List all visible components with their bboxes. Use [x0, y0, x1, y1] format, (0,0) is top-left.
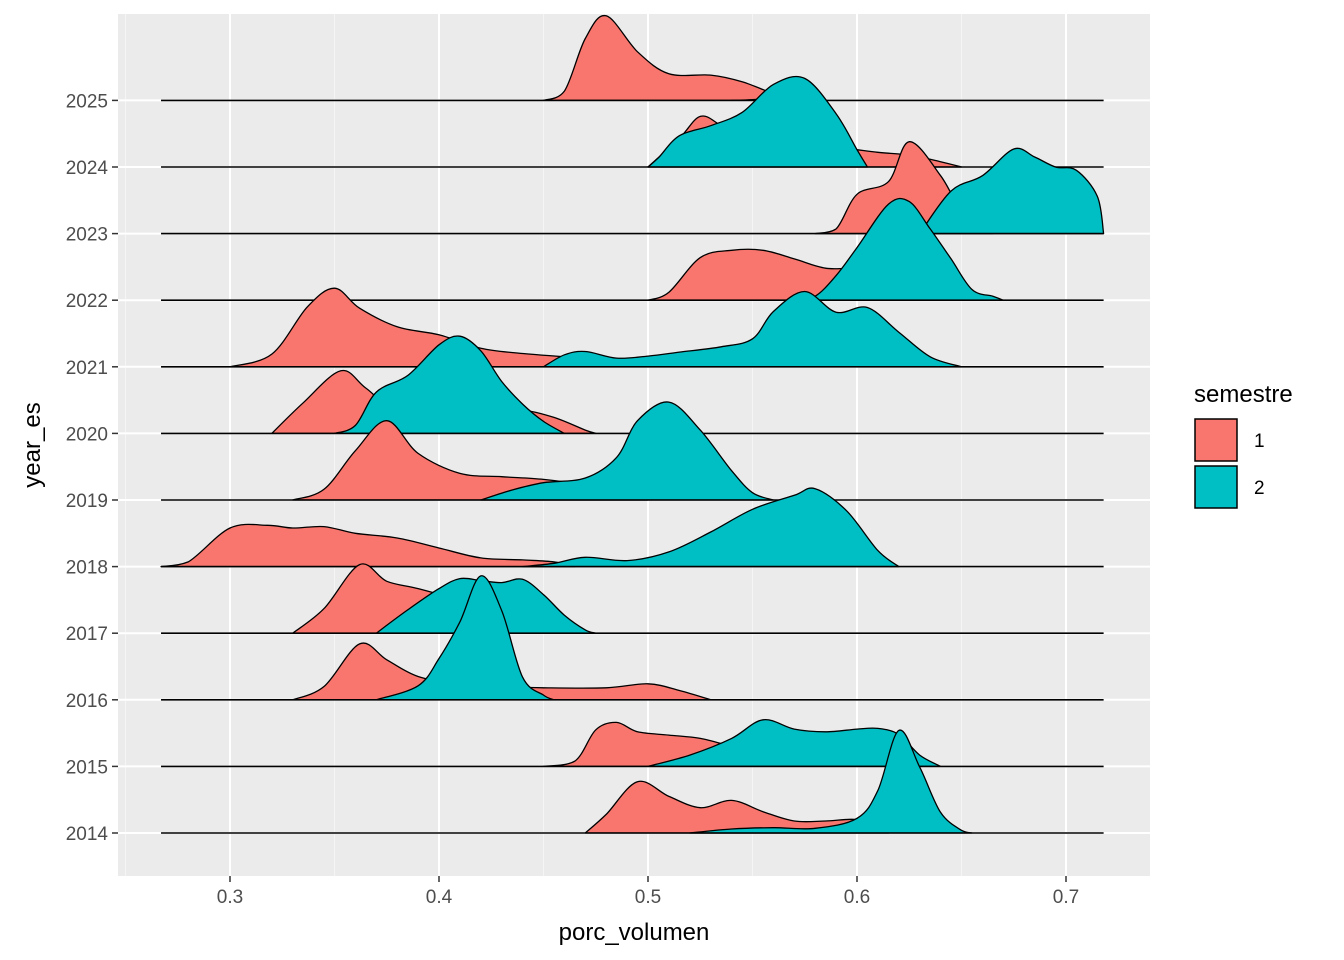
ridge-2025-semestre-1: [542, 14, 795, 102]
legend-entries: 12: [1194, 418, 1265, 509]
x-tick-label: 0.4: [426, 887, 453, 908]
y-tick-label: 2019: [66, 491, 108, 512]
ridge-2022-semestre-2: [793, 197, 1004, 301]
y-tick-label: 2020: [66, 424, 108, 445]
x-axis-title: porc_volumen: [559, 919, 710, 946]
ridge-2021-semestre-2: [542, 290, 963, 368]
y-tick-label: 2025: [66, 91, 108, 112]
x-tick-label: 0.5: [635, 887, 661, 908]
ridge-2020-semestre-2: [333, 335, 566, 435]
x-tick-label: 0.7: [1053, 887, 1079, 908]
y-tick-label: 2017: [66, 624, 108, 645]
x-tick-label: 0.3: [217, 887, 243, 908]
y-tick-label: 2022: [66, 291, 108, 312]
ridge-2019-semestre-2: [480, 401, 775, 501]
ridge-2016-semestre-2: [375, 575, 555, 701]
legend-key-1: [1194, 418, 1238, 462]
y-axis-title: year_es: [19, 402, 46, 487]
y-tick-label: 2023: [66, 225, 108, 246]
y-tick-label: 2014: [66, 824, 109, 845]
y-tick-label: 2015: [66, 757, 108, 778]
y-axis: 2014 2015 2016 2017 2018 2019 2020 2021 2022 2023…: [66, 91, 118, 845]
ridge-2018-semestre-1: [160, 523, 576, 568]
legend-label-2: 2: [1254, 478, 1265, 499]
ridge-2024-semestre-2: [647, 75, 869, 168]
ridge-2018-semestre-2: [521, 487, 900, 568]
ridges: [160, 14, 1105, 834]
y-tick-label: 2024: [66, 158, 109, 179]
y-tick-label: 2018: [66, 558, 108, 579]
ridge-2023-semestre-2: [919, 147, 1105, 235]
legend: semestre 12: [1194, 381, 1293, 509]
x-tick-label: 0.6: [844, 887, 870, 908]
legend-label-1: 1: [1254, 431, 1265, 452]
ridge-2014-semestre-2: [689, 729, 973, 834]
legend-key-2: [1194, 465, 1238, 509]
legend-title: semestre: [1194, 381, 1293, 408]
y-tick-label: 2021: [66, 358, 108, 379]
y-tick-label: 2016: [66, 691, 108, 712]
x-axis: 0.3 0.4 0.5 0.6 0.7: [217, 876, 1079, 908]
